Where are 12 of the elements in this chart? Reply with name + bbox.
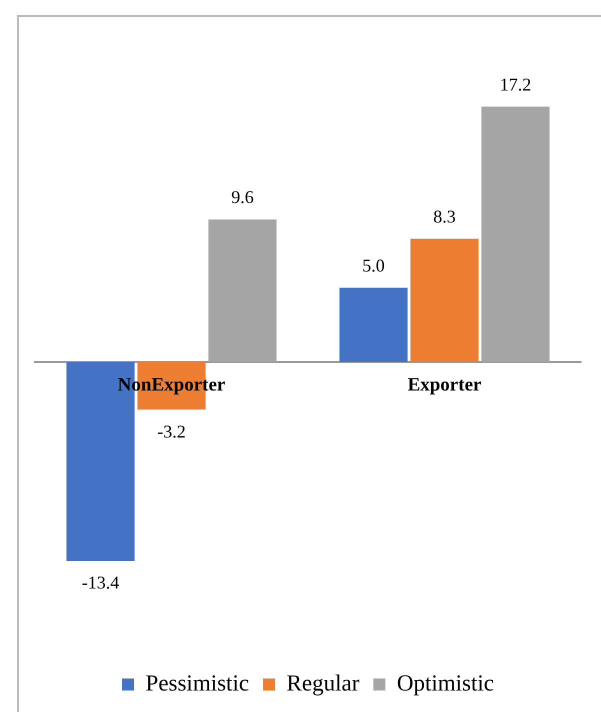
data-label: 9.6 [231, 187, 254, 208]
legend-label: Regular [286, 670, 360, 696]
bar [339, 288, 408, 362]
data-label: -13.4 [82, 572, 120, 593]
legend-label: Optimistic [396, 670, 494, 696]
legend-label: Pessimistic [146, 670, 250, 696]
bar [410, 238, 479, 362]
data-label: 5.0 [362, 255, 385, 276]
data-label: 17.2 [500, 74, 532, 94]
data-label: 8.3 [433, 206, 456, 226]
x-tick-label: Exporter [408, 374, 482, 396]
data-label: -3.2 [157, 421, 186, 442]
